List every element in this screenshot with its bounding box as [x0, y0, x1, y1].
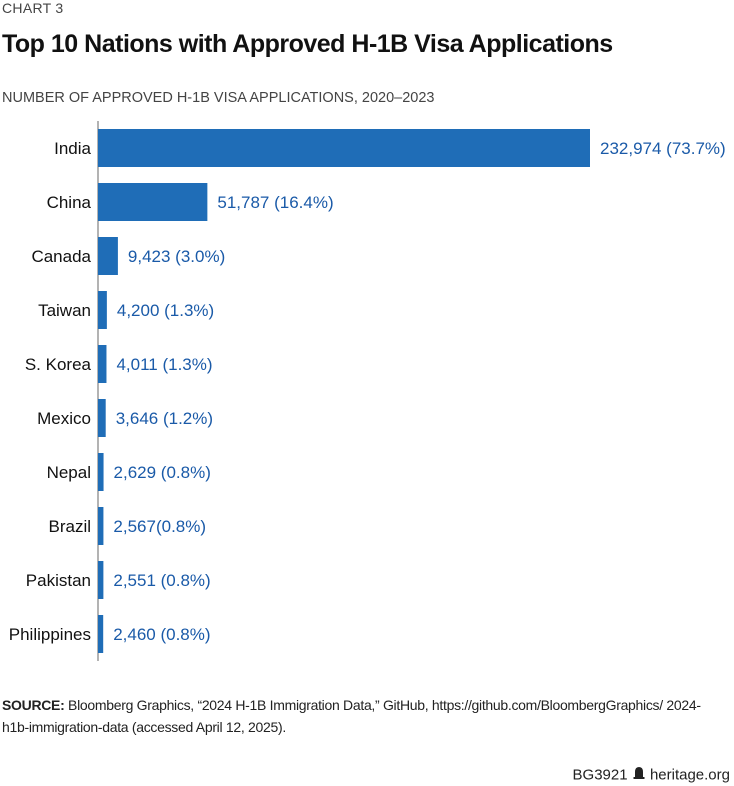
bar-taiwan: [98, 291, 107, 329]
bar-nepal: [98, 453, 104, 491]
bar-canada: [98, 237, 118, 275]
category-label: Nepal: [47, 463, 91, 482]
source-text: Bloomberg Graphics, “2024 H-1B Immigrati…: [2, 697, 701, 735]
category-label: Philippines: [9, 625, 91, 644]
chart-title: Top 10 Nations with Approved H-1B Visa A…: [2, 30, 613, 58]
bar-pakistan: [98, 561, 104, 599]
bar-chart: India 232,974 (73.7%) China 51,787 (16.4%) C…: [9, 121, 726, 661]
category-label: Brazil: [48, 517, 91, 536]
category-label: Canada: [31, 247, 91, 266]
data-label: 51,787 (16.4%): [217, 193, 333, 212]
category-label: India: [54, 139, 91, 158]
site-link[interactable]: heritage.org: [649, 766, 730, 784]
category-label: S. Korea: [25, 355, 92, 374]
data-label: 2,629 (0.8%): [114, 463, 211, 482]
chart-kicker: CHART 3: [2, 0, 64, 16]
liberty-bell-icon: [632, 767, 646, 784]
source-label: SOURCE:: [2, 697, 65, 713]
source-note: SOURCE: Bloomberg Graphics, “2024 H-1B I…: [2, 694, 722, 738]
bar-mexico: [98, 399, 106, 437]
bar-china: [98, 183, 208, 221]
data-label: 2,567(0.8%): [113, 517, 206, 536]
category-label: China: [47, 193, 92, 212]
data-label: 2,551 (0.8%): [113, 571, 210, 590]
bar-india: [98, 129, 590, 167]
chart-subtitle: NUMBER OF APPROVED H-1B VISA APPLICATION…: [2, 90, 435, 106]
data-label: 9,423 (3.0%): [128, 247, 225, 266]
data-label: 4,200 (1.3%): [117, 301, 214, 320]
data-label: 3,646 (1.2%): [116, 409, 213, 428]
category-label: Taiwan: [38, 301, 91, 320]
footer: BG3921 heritage.org: [573, 766, 730, 784]
data-label: 2,460 (0.8%): [113, 625, 210, 644]
category-label: Mexico: [37, 409, 91, 428]
bar-philippines: [98, 615, 104, 653]
data-label: 4,011 (1.3%): [116, 355, 212, 374]
category-label: Pakistan: [26, 571, 91, 590]
bar-brazil: [98, 507, 104, 545]
report-code: BG3921: [572, 766, 628, 784]
data-label: 232,974 (73.7%): [600, 139, 726, 158]
bar-s-korea: [98, 345, 107, 383]
